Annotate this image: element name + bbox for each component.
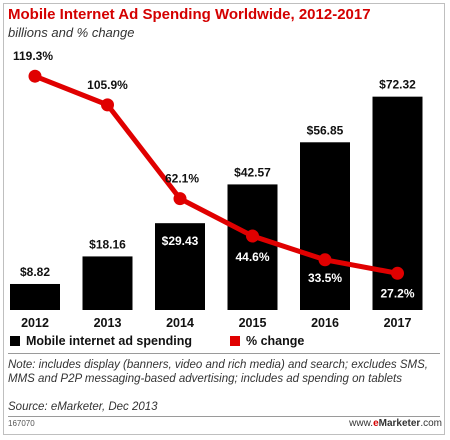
brand-link[interactable]: www.eMarketer.com (349, 418, 442, 429)
category-label-2017: 2017 (384, 316, 412, 330)
point-label-2013: 105.9% (87, 78, 128, 92)
legend-swatch-change (230, 336, 240, 346)
divider-top (8, 353, 440, 354)
bar-label-2016: $56.85 (307, 123, 344, 137)
bar-2014 (155, 223, 205, 310)
category-label-2012: 2012 (21, 316, 49, 330)
point-label-2016: 33.5% (308, 271, 342, 285)
point-label-2017: 27.2% (380, 286, 414, 300)
chart-note: Note: includes display (banners, video a… (8, 359, 428, 385)
legend-swatch-spending (10, 336, 20, 346)
point-label-2014: 62.1% (165, 172, 199, 186)
brand-e: e (373, 418, 379, 429)
category-label-2016: 2016 (311, 316, 339, 330)
point-2017 (391, 266, 404, 280)
chart-frame (3, 3, 445, 435)
chart-title: Mobile Internet Ad Spending Worldwide, 2… (8, 6, 371, 23)
chart-id: 167070 (8, 419, 35, 428)
point-2012 (28, 69, 42, 83)
brand-suffix: .com (420, 418, 442, 429)
bar-label-2017: $72.32 (379, 78, 416, 92)
category-label-2015: 2015 (239, 316, 267, 330)
point-label-2015: 44.6% (235, 250, 269, 264)
bar-label-2015: $42.57 (234, 165, 271, 179)
bar-2015 (227, 184, 278, 310)
divider-bottom (8, 416, 440, 417)
brand-name: Marketer (378, 418, 421, 429)
point-2015 (246, 229, 259, 243)
legend-label-spending: Mobile internet ad spending (26, 334, 192, 348)
bar-2016 (300, 142, 350, 310)
bar-label-2012: $8.82 (20, 265, 50, 279)
legend-label-change: % change (246, 334, 305, 348)
point-2014 (173, 192, 187, 206)
point-label-2012: 119.3% (13, 49, 53, 63)
bar-2012 (10, 283, 60, 310)
chart-source: Source: eMarketer, Dec 2013 (8, 401, 158, 413)
brand-prefix: www. (349, 418, 374, 429)
bar-label-2014: $29.43 (162, 234, 199, 248)
legend-item-change: % change (230, 334, 304, 348)
legend-item-spending: Mobile internet ad spending (10, 334, 192, 348)
bar-label-2013: $18.16 (89, 237, 126, 251)
point-2016 (318, 253, 332, 267)
bar-2013 (82, 256, 133, 310)
line-percent-change (32, 73, 400, 276)
category-label-2014: 2014 (166, 316, 194, 330)
chart-subtitle: billions and % change (8, 25, 135, 40)
category-label-2013: 2013 (94, 316, 122, 330)
point-2013 (101, 98, 114, 112)
